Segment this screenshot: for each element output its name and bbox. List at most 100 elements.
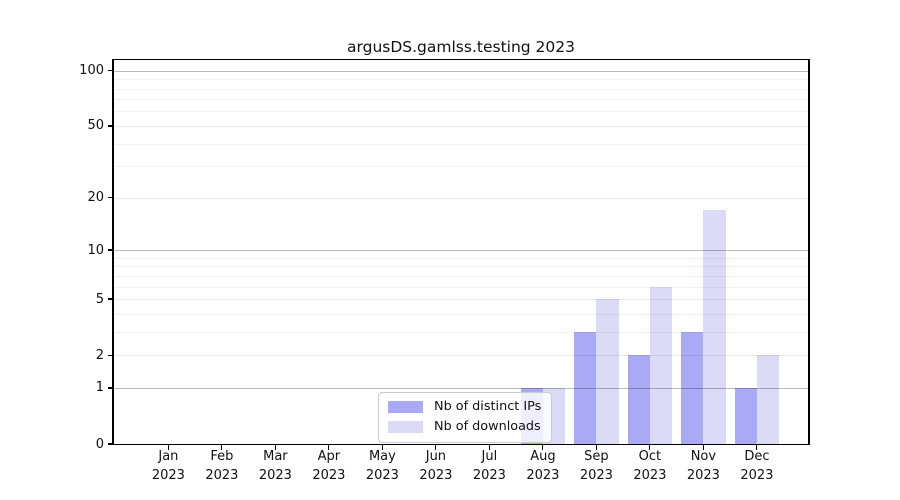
x-tick-label-apr: Apr 2023: [297, 447, 361, 485]
gridline-y-6: [113, 286, 809, 288]
x-tick-label-month-nov: Nov: [690, 449, 717, 464]
bar-ips-oct: [627, 355, 650, 444]
y-tick-1: [108, 387, 113, 389]
y-tick-0: [108, 443, 113, 445]
x-tick-jan: [167, 445, 169, 450]
y-tick-5: [108, 298, 113, 300]
y-tick-label-0: 0: [95, 436, 104, 452]
legend-swatch-distinct-ips: [388, 400, 423, 414]
bar-ips-sep: [574, 331, 597, 444]
x-tick-label-feb: Feb 2023: [190, 447, 254, 485]
y-tick-label-100: 100: [79, 63, 104, 79]
x-tick-label-month-jul: Jul: [481, 449, 498, 464]
axis-spine-top: [112, 58, 810, 60]
gridline-y-90: [113, 79, 809, 81]
bar-downloads-dec: [756, 355, 780, 444]
y-tick-10: [108, 249, 113, 251]
gridline-y-8: [113, 266, 809, 268]
chart-title: argusDS.gamlss.testing 2023: [347, 38, 575, 56]
x-tick-nov: [702, 445, 704, 450]
bar-ips-dec: [734, 387, 757, 444]
legend: Nb of distinct IPs Nb of downloads: [378, 392, 553, 443]
x-tick-jun: [435, 445, 437, 450]
x-tick-label-month-oct: Oct: [638, 449, 662, 464]
y-tick-100: [108, 70, 113, 72]
x-tick-dec: [756, 445, 758, 450]
y-tick-label-5: 5: [95, 291, 104, 307]
axis-spine-left: [112, 58, 114, 445]
x-tick-label-month-apr: Apr: [317, 449, 341, 464]
axis-spine-bottom: [112, 443, 810, 445]
x-tick-aug: [542, 445, 544, 450]
y-tick-50: [108, 125, 113, 127]
x-tick-label-oct: Oct 2023: [618, 447, 682, 485]
gridline-y-9: [113, 257, 809, 259]
x-tick-may: [381, 445, 383, 450]
gridline-y-4: [113, 313, 809, 315]
legend-swatch-downloads: [388, 420, 423, 434]
x-tick-label-year-aug: 2023: [526, 468, 560, 483]
x-tick-label-year-apr: 2023: [312, 468, 346, 483]
x-tick-label-year-sep: 2023: [579, 468, 613, 483]
x-tick-label-month-mar: Mar: [263, 449, 288, 464]
legend-item-distinct-ips: Nb of distinct IPs: [388, 399, 541, 415]
x-tick-label-dec: Dec 2023: [725, 447, 789, 485]
gridline-y-70: [113, 99, 809, 101]
gridline-y-5: [113, 299, 809, 301]
x-tick-label-year-jun: 2023: [419, 468, 453, 483]
x-tick-label-jan: Jan 2023: [136, 447, 200, 485]
gridline-y-80: [113, 88, 809, 90]
x-tick-label-aug: Aug 2023: [511, 447, 575, 485]
x-tick-label-jul: Jul 2023: [457, 447, 521, 485]
gridline-y-7: [113, 275, 809, 277]
gridline-y-3: [113, 331, 809, 333]
legend-item-downloads: Nb of downloads: [388, 419, 541, 435]
x-tick-label-year-jan: 2023: [151, 468, 185, 483]
gridline-y-60: [113, 111, 809, 113]
gridline-y-20: [113, 197, 809, 199]
x-tick-label-year-oct: 2023: [633, 468, 667, 483]
y-tick-label-1: 1: [95, 380, 104, 396]
x-tick-label-month-jan: Jan: [158, 449, 179, 464]
gridline-y-2: [113, 355, 809, 357]
y-tick-2: [108, 354, 113, 356]
x-tick-label-month-feb: Feb: [210, 449, 234, 464]
x-tick-label-mar: Mar 2023: [243, 447, 307, 485]
y-tick-label-20: 20: [87, 190, 104, 206]
y-tick-label-50: 50: [87, 118, 104, 134]
plot-area: [113, 59, 809, 445]
x-tick-label-nov: Nov 2023: [671, 447, 735, 485]
x-tick-label-month-may: May: [368, 449, 396, 464]
x-tick-label-month-jun: Jun: [425, 449, 447, 464]
legend-label-downloads: Nb of downloads: [434, 419, 541, 434]
gridline-y-40: [113, 143, 809, 145]
x-tick-feb: [221, 445, 223, 450]
x-tick-mar: [274, 445, 276, 450]
bar-downloads-sep: [596, 299, 619, 444]
x-tick-oct: [649, 445, 651, 450]
x-tick-label-month-sep: Sep: [584, 449, 609, 464]
gridline-y-1: [113, 387, 809, 389]
x-tick-label-year-dec: 2023: [740, 468, 774, 483]
axis-spine-right: [808, 58, 810, 445]
bar-downloads-nov: [703, 210, 726, 444]
gridline-y-50: [113, 125, 809, 127]
gridline-y-30: [113, 166, 809, 168]
x-tick-label-year-feb: 2023: [205, 468, 239, 483]
gridline-y-100: [113, 70, 809, 72]
x-tick-sep: [595, 445, 597, 450]
y-tick-20: [108, 197, 113, 199]
bar-ips-nov: [681, 331, 704, 444]
y-tick-label-2: 2: [95, 347, 104, 363]
x-tick-label-month-dec: Dec: [744, 449, 770, 464]
bar-downloads-oct: [649, 286, 673, 444]
legend-label-distinct-ips: Nb of distinct IPs: [434, 399, 542, 414]
x-tick-label-sep: Sep 2023: [564, 447, 628, 485]
x-tick-label-year-mar: 2023: [258, 468, 292, 483]
x-tick-label-month-aug: Aug: [530, 449, 556, 464]
x-tick-label-may: May 2023: [350, 447, 414, 485]
gridline-y-10: [113, 250, 809, 252]
x-tick-label-year-jul: 2023: [472, 468, 506, 483]
x-tick-jul: [488, 445, 490, 450]
